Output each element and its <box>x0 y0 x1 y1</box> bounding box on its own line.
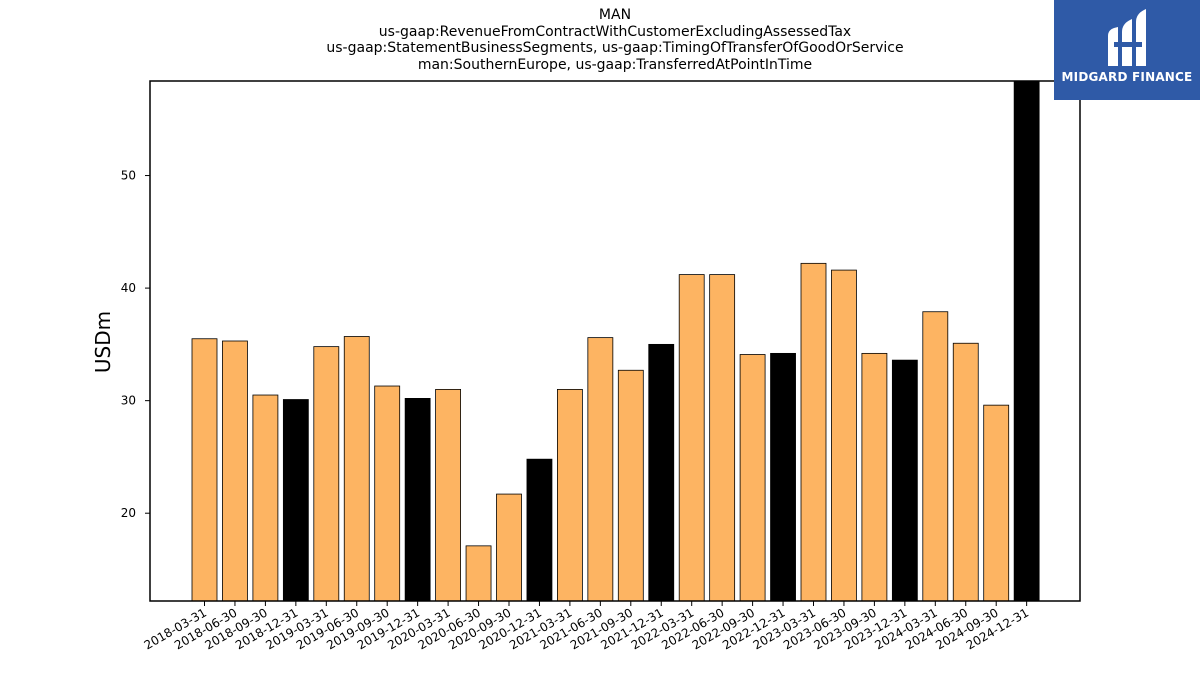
bar-2022-06-30 <box>709 274 736 602</box>
bar-2019-06-30 <box>343 336 370 602</box>
chart-title-line-3: us-gaap:StatementBusinessSegments, us-ga… <box>326 40 904 56</box>
chart-title-line-4: man:SouthernEurope, us-gaap:TransferredA… <box>417 57 813 73</box>
bar-2019-03-31 <box>313 346 340 602</box>
bar-2018-06-30 <box>222 340 248 602</box>
bar-2023-12-31 <box>891 359 918 602</box>
bar-2020-09-30 <box>496 493 522 602</box>
bar-2020-12-31 <box>526 458 553 602</box>
bar-2023-09-30 <box>861 352 888 602</box>
bar-2019-09-30 <box>374 385 401 602</box>
bar-2018-03-31 <box>191 338 218 602</box>
bar-2024-03-31 <box>922 311 949 602</box>
y-tick-label: 40 <box>121 281 136 295</box>
bar-2021-06-30 <box>587 337 614 602</box>
y-tick-label: 50 <box>121 169 136 183</box>
bars-group <box>191 80 1040 602</box>
bar-2021-12-31 <box>648 343 675 602</box>
chart-title-line-2: us-gaap:RevenueFromContractWithCustomerE… <box>378 24 852 40</box>
bar-2023-06-30 <box>831 269 857 602</box>
brand-name: MIDGARD FINANCE <box>1061 70 1193 84</box>
y-axis-label: USDm <box>91 311 115 373</box>
plot-frame <box>149 80 1081 602</box>
bar-2020-03-31 <box>435 388 462 602</box>
bar-2022-03-31 <box>678 274 705 602</box>
y-axis-ticks: 20 30 40 50 <box>121 169 150 520</box>
bar-2023-03-31 <box>800 262 827 602</box>
bar-2021-03-31 <box>557 388 583 602</box>
y-tick-label: 20 <box>121 506 136 520</box>
logo-icon <box>1108 9 1146 66</box>
bar-2024-09-30 <box>983 404 1010 602</box>
bar-2024-06-30 <box>952 342 979 602</box>
bar-2022-09-30 <box>739 354 766 602</box>
bar-2019-12-31 <box>404 398 431 602</box>
bar-2024-12-31 <box>1013 80 1040 602</box>
bar-2020-06-30 <box>465 545 492 602</box>
bar-2022-12-31 <box>770 352 796 602</box>
bar-2018-09-30 <box>252 394 279 602</box>
bar-2018-12-31 <box>282 399 309 602</box>
y-tick-label: 30 <box>121 394 136 408</box>
bar-2021-09-30 <box>617 369 644 602</box>
brand-logo: MIDGARD FINANCE <box>1054 0 1200 100</box>
x-axis-ticks: 2018-03-312018-06-302018-09-302018-12-31… <box>142 601 1031 652</box>
chart-title-line-1: MAN <box>598 7 632 23</box>
